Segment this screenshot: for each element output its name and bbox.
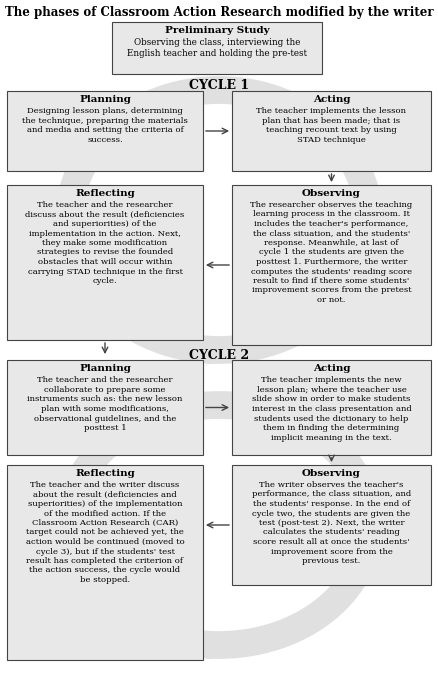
Text: The teacher implements the new
lesson plan; where the teacher use
slide show in : The teacher implements the new lesson pl… xyxy=(251,376,411,442)
FancyBboxPatch shape xyxy=(232,185,431,345)
Text: The researcher observes the teaching
learning process in the classroom. It
inclu: The researcher observes the teaching lea… xyxy=(251,201,413,304)
FancyBboxPatch shape xyxy=(7,360,203,455)
Text: Reflecting: Reflecting xyxy=(75,469,135,478)
FancyBboxPatch shape xyxy=(232,91,431,171)
FancyBboxPatch shape xyxy=(232,465,431,585)
Text: The teacher and the researcher
collaborate to prepare some
instruments such as: : The teacher and the researcher collabora… xyxy=(27,376,183,432)
FancyBboxPatch shape xyxy=(112,22,322,74)
Text: Acting: Acting xyxy=(313,364,350,373)
Text: Planning: Planning xyxy=(79,95,131,104)
Text: Preliminary Study: Preliminary Study xyxy=(165,26,269,35)
Text: The phases of Classroom Action Research modified by the writer: The phases of Classroom Action Research … xyxy=(5,6,433,19)
Text: Acting: Acting xyxy=(313,95,350,104)
FancyBboxPatch shape xyxy=(7,185,203,340)
Text: Observing the class, interviewing the
English teacher and holding the pre-test: Observing the class, interviewing the En… xyxy=(127,38,307,58)
Text: Planning: Planning xyxy=(79,364,131,373)
Text: The teacher and the researcher
discuss about the result (deficiencies
and superi: The teacher and the researcher discuss a… xyxy=(25,201,185,285)
Text: The teacher and the writer discuss
about the result (deficiencies and
superiorit: The teacher and the writer discuss about… xyxy=(26,481,184,584)
Text: CYCLE 1: CYCLE 1 xyxy=(189,79,249,92)
Text: The teacher implements the lesson
plan that has been made; that is
teaching reco: The teacher implements the lesson plan t… xyxy=(257,107,406,144)
FancyBboxPatch shape xyxy=(7,91,203,171)
Text: Reflecting: Reflecting xyxy=(75,189,135,198)
Text: Observing: Observing xyxy=(302,189,361,198)
FancyBboxPatch shape xyxy=(7,465,203,660)
Text: Observing: Observing xyxy=(302,469,361,478)
Text: Designing lesson plans, determining
the technique, preparing the materials
and m: Designing lesson plans, determining the … xyxy=(22,107,188,144)
Text: CYCLE 2: CYCLE 2 xyxy=(189,349,249,362)
Text: The writer observes the teacher's
performance, the class situation, and
the stud: The writer observes the teacher's perfor… xyxy=(252,481,411,565)
FancyBboxPatch shape xyxy=(232,360,431,455)
